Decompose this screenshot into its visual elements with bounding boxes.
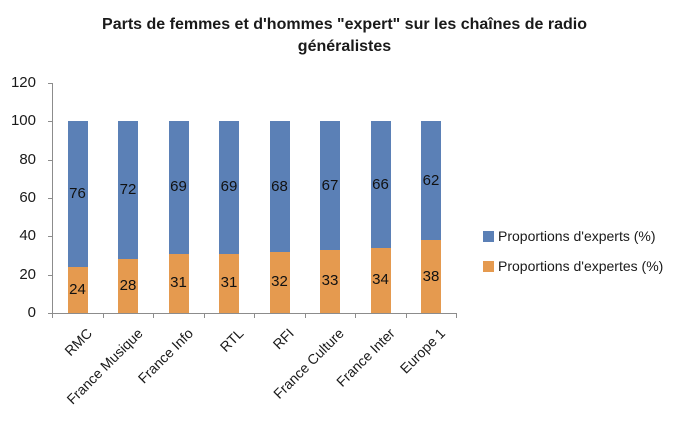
bar-segment-experts: [118, 121, 138, 260]
y-tick: [48, 198, 53, 199]
data-label: 24: [69, 281, 86, 298]
y-tick: [48, 313, 53, 314]
bar-segment-expertes: [118, 259, 138, 313]
y-tick-label: 60: [19, 189, 36, 206]
x-tick: [153, 313, 154, 318]
data-label: 33: [321, 272, 339, 290]
x-category-label: Europe 1: [396, 325, 449, 377]
data-label: 69: [220, 178, 238, 196]
bar-segment-experts: [320, 121, 340, 250]
legend-swatch-icon: [483, 260, 494, 272]
data-label: 66: [372, 175, 389, 193]
x-category-label: RTL: [216, 325, 247, 355]
x-tick: [406, 313, 407, 318]
y-tick-label: 0: [27, 304, 36, 321]
legend-item: Proportions d'experts (%): [483, 225, 663, 247]
x-category-label: RMC: [60, 325, 95, 359]
bar-segment-experts: [269, 121, 290, 252]
y-tick: [48, 121, 53, 122]
bar-segment-expertes: [421, 240, 441, 313]
x-tick: [305, 313, 306, 318]
y-tick-label: 20: [19, 265, 36, 283]
data-label: 32: [271, 273, 288, 291]
x-tick: [355, 313, 356, 318]
x-tick: [103, 313, 104, 318]
y-tick-label: 40: [19, 227, 36, 245]
data-label: 68: [271, 177, 288, 195]
data-label: 69: [170, 178, 187, 196]
legend-label: Proportions d'expertes (%): [498, 258, 664, 274]
legend-swatch-icon: [483, 230, 494, 242]
data-label: 76: [69, 185, 86, 203]
bar-segment-expertes: [370, 247, 391, 313]
x-tick: [52, 313, 53, 318]
y-tick-label: 100: [10, 112, 36, 130]
bar-segment-experts: [219, 121, 239, 254]
data-label: 34: [372, 271, 389, 289]
y-tick: [48, 160, 53, 161]
x-tick: [254, 313, 255, 318]
bar-segment-expertes: [67, 267, 88, 313]
data-label: 62: [422, 171, 440, 189]
x-tick: [456, 313, 457, 318]
bar-segment-expertes: [168, 253, 189, 313]
chart-title-line-1: Parts de femmes et d'hommes "expert" sur…: [102, 16, 587, 33]
y-tick: [48, 236, 53, 237]
bar-segment-expertes: [219, 253, 239, 313]
data-label: 31: [170, 274, 187, 292]
y-tick-label: 120: [10, 74, 36, 91]
y-tick: [48, 275, 53, 276]
chart-title: Parts de femmes et d'hommes "expert" sur…: [0, 14, 689, 58]
y-tick: [48, 83, 53, 84]
x-category-label: RFI: [269, 325, 297, 353]
legend-label: Proportions d'experts (%): [498, 228, 656, 244]
bar-segment-experts: [370, 121, 391, 248]
bar-segment-experts: [168, 121, 189, 254]
data-label: 31: [220, 274, 238, 292]
data-label: 72: [119, 181, 137, 199]
legend: Proportions d'experts (%) Proportions d'e…: [483, 225, 663, 285]
data-label: 67: [321, 176, 339, 194]
legend-item: Proportions d'expertes (%): [483, 255, 663, 277]
bar-segment-experts: [67, 121, 88, 267]
data-label: 38: [422, 267, 440, 285]
y-tick-label: 80: [19, 150, 36, 168]
chart-title-line-2: généralistes: [297, 38, 392, 55]
bar-segment-experts: [421, 121, 441, 241]
bar-segment-expertes: [269, 251, 290, 313]
x-tick: [204, 313, 205, 318]
bar-segment-expertes: [320, 249, 340, 313]
data-label: 28: [119, 277, 137, 295]
